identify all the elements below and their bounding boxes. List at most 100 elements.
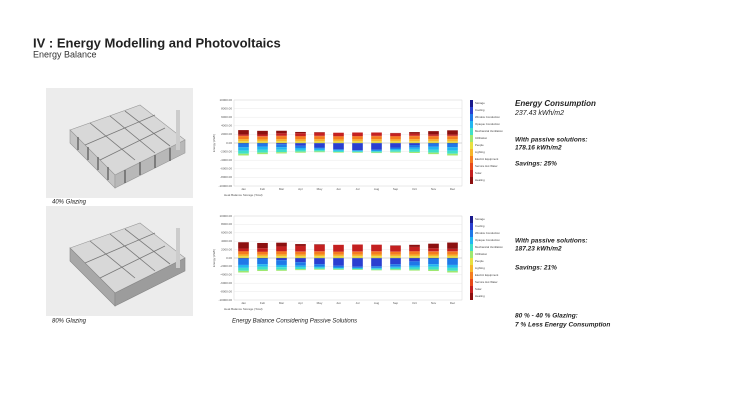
bar-segment <box>238 150 249 154</box>
bar-segment <box>428 254 439 257</box>
bar-segment <box>276 141 287 143</box>
legend-label: Opaque Conduction <box>475 122 500 126</box>
note: With passive solutions: <box>515 238 588 245</box>
bar-segment <box>238 130 249 135</box>
legend-swatch <box>470 223 473 230</box>
x-tick-label: Dec <box>450 301 456 305</box>
note: 80 % - 40 % Glazing: <box>515 313 578 320</box>
bar-segment <box>409 133 420 136</box>
bar-segment <box>352 258 363 267</box>
bar-segment <box>257 141 268 143</box>
bar-segment <box>257 146 268 150</box>
bar-segment <box>409 139 420 142</box>
bar-segment <box>238 270 249 273</box>
bar-segment <box>371 254 382 257</box>
x-axis-label: Heat Balance Storage (Total) <box>224 193 263 197</box>
bar-segment <box>428 256 439 258</box>
bar-segment <box>409 143 420 146</box>
legend-swatch <box>470 156 473 163</box>
bar-segment <box>314 267 325 269</box>
bar-segment <box>276 256 287 258</box>
bar-segment <box>371 267 382 269</box>
bar-segment <box>295 151 306 153</box>
bar-segment <box>257 149 268 153</box>
bar-segment <box>295 141 306 143</box>
bar-segment <box>276 246 287 252</box>
bar-segment <box>257 269 268 272</box>
bar-segment <box>257 134 268 137</box>
bar-segment <box>276 251 287 255</box>
bar-segment <box>371 152 382 154</box>
legend-swatch <box>470 177 473 184</box>
bar-segment <box>276 139 287 142</box>
bar-segment <box>257 143 268 147</box>
bar-segment <box>371 151 382 153</box>
bar-segment <box>276 152 287 154</box>
bar-segment <box>352 152 363 153</box>
bar-segment <box>447 248 458 252</box>
bar-segment <box>276 144 287 148</box>
legend-swatch <box>470 216 473 223</box>
bar-segment <box>333 150 344 152</box>
bar-segment <box>447 256 458 258</box>
bar-segment <box>371 143 382 150</box>
bar-segment <box>276 269 287 271</box>
bar-segment <box>447 147 458 151</box>
bar-segment <box>428 266 439 270</box>
y-tick-label: -2000.00 <box>220 149 232 153</box>
y-tick-label: -6000.00 <box>220 281 232 285</box>
x-tick-label: Jul <box>356 187 360 191</box>
bar-segment <box>390 139 401 142</box>
y-tick-label: 8000.00 <box>221 222 232 226</box>
y-tick-label: 8000.00 <box>221 106 232 110</box>
legend-swatch <box>470 237 473 244</box>
legend-label: People <box>475 143 484 147</box>
legend-label: Service Hot Water <box>475 280 498 284</box>
bar-segment <box>257 254 268 257</box>
y-tick-label: -8000.00 <box>220 289 232 293</box>
bar-segment <box>390 264 401 267</box>
bar-segment <box>447 134 458 136</box>
legend-label: Heating <box>475 294 485 298</box>
bar-segment <box>257 242 268 249</box>
bar-segment <box>314 244 325 252</box>
bar-segment <box>428 258 439 265</box>
bar-segment <box>295 262 306 266</box>
legend-label: Mechanical Ventilation <box>475 245 503 249</box>
bar-segment <box>333 150 344 151</box>
bar-segment <box>295 139 306 142</box>
bar-segment <box>409 246 420 252</box>
legend-label: Storage <box>475 217 485 221</box>
x-tick-label: Aug <box>374 301 380 305</box>
bar-segment <box>257 130 268 135</box>
bar-segment <box>333 267 344 269</box>
bar-segment <box>390 245 401 246</box>
bar-segment <box>390 149 401 151</box>
bar-segment <box>333 141 344 143</box>
bar-segment <box>276 260 287 265</box>
y-tick-label: 4000.00 <box>221 239 232 243</box>
bar-segment <box>276 130 287 134</box>
bar-segment <box>371 251 382 255</box>
bar-segment <box>371 150 382 152</box>
y-tick-label: -10000.00 <box>218 298 232 302</box>
bar-segment <box>428 149 439 153</box>
bar-segment <box>390 245 401 252</box>
y-axis-label: Energy (kWh) <box>212 249 216 267</box>
note: 237.43 kWh/m2 <box>514 110 564 117</box>
bar-segment <box>276 143 287 145</box>
bar-segment <box>390 147 401 150</box>
bar-segment <box>409 132 420 134</box>
bar-segment <box>257 136 268 140</box>
bar-segment <box>409 254 420 257</box>
bar-segment <box>447 150 458 154</box>
bar-segment <box>238 139 249 142</box>
subtitle: Energy Balance <box>33 49 97 59</box>
bar-segment <box>314 268 325 270</box>
legend-label: Electric Equipment <box>475 157 499 161</box>
building-render-80 <box>46 206 193 316</box>
bar-segment <box>428 269 439 272</box>
bar-segment <box>371 258 382 267</box>
bar-segment <box>409 261 420 266</box>
bar-segment <box>238 147 249 151</box>
